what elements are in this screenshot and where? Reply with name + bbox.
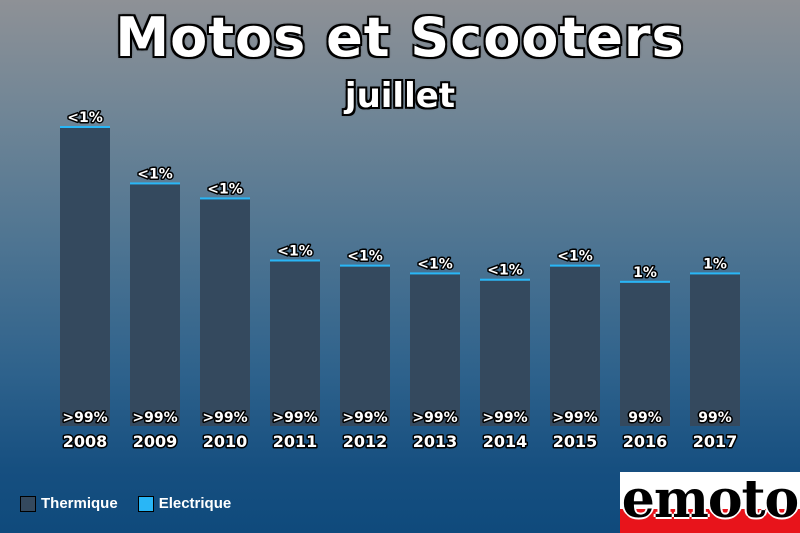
x-tick-2011: 2011 xyxy=(273,432,318,451)
label-electrique-2017: 1% xyxy=(703,256,727,272)
bar-electrique-2013 xyxy=(410,272,460,275)
bar-electrique-2017 xyxy=(690,272,740,275)
bar-electrique-2014 xyxy=(480,278,530,281)
label-thermique-2013: >99% xyxy=(412,410,457,426)
bar-thermique-2010 xyxy=(200,199,250,426)
label-thermique-2017: 99% xyxy=(698,410,732,426)
label-electrique-2015: <1% xyxy=(557,249,593,265)
logo-text: emoto xyxy=(621,472,800,530)
emoto-logo: emoto xyxy=(620,472,800,533)
bar-electrique-2012 xyxy=(340,264,390,267)
x-tick-2012: 2012 xyxy=(343,432,388,451)
x-tick-2015: 2015 xyxy=(553,432,598,451)
bar-chart: <1% >99% 2008 <1% >99% 2009 <1% >99% 2010 <1% >99%… xyxy=(60,109,740,453)
bar-thermique-2009 xyxy=(130,184,180,426)
bar-thermique-2008 xyxy=(60,128,110,426)
legend-label-electrique: Electrique xyxy=(158,495,232,512)
x-tick-2009: 2009 xyxy=(133,432,178,451)
label-thermique-2014: >99% xyxy=(482,410,527,426)
label-thermique-2011: >99% xyxy=(272,410,317,426)
label-thermique-2012: >99% xyxy=(342,410,387,426)
chart-subtitle: juillet xyxy=(344,76,456,116)
label-electrique-2012: <1% xyxy=(347,249,383,265)
label-thermique-2009: >99% xyxy=(132,410,177,426)
bar-thermique-2013 xyxy=(410,274,460,426)
legend-item-electrique: Electrique xyxy=(137,495,232,512)
legend: Thermique Electrique xyxy=(20,495,251,512)
label-electrique-2010: <1% xyxy=(207,181,243,197)
label-electrique-2009: <1% xyxy=(137,166,173,182)
label-electrique-2016: 1% xyxy=(633,265,657,281)
x-tick-2016: 2016 xyxy=(623,432,668,451)
bar-electrique-2010 xyxy=(200,197,250,200)
legend-swatch-thermique xyxy=(20,495,36,512)
chart-title: Motos et Scooters xyxy=(115,6,685,69)
label-thermique-2008: >99% xyxy=(62,410,107,426)
bar-electrique-2011 xyxy=(270,259,320,262)
label-electrique-2008: <1% xyxy=(67,110,103,126)
bar-electrique-2015 xyxy=(550,264,600,267)
bar-electrique-2009 xyxy=(130,182,180,185)
bar-thermique-2016 xyxy=(620,282,670,426)
label-electrique-2013: <1% xyxy=(417,256,453,272)
bar-thermique-2015 xyxy=(550,266,600,426)
x-tick-2017: 2017 xyxy=(693,432,738,451)
bar-thermique-2011 xyxy=(270,261,320,426)
label-electrique-2011: <1% xyxy=(277,244,313,260)
x-tick-2010: 2010 xyxy=(203,432,248,451)
label-thermique-2015: >99% xyxy=(552,410,597,426)
x-tick-2013: 2013 xyxy=(413,432,458,451)
logo-red-band xyxy=(620,509,800,533)
bar-thermique-2017 xyxy=(690,274,740,426)
legend-item-thermique: Thermique xyxy=(20,495,118,512)
legend-label-thermique: Thermique xyxy=(41,495,118,512)
x-tick-2008: 2008 xyxy=(63,432,108,451)
legend-swatch-electrique xyxy=(137,495,154,512)
label-electrique-2014: <1% xyxy=(487,263,523,279)
bar-thermique-2014 xyxy=(480,280,530,426)
x-tick-2014: 2014 xyxy=(483,432,528,451)
label-thermique-2016: 99% xyxy=(628,410,662,426)
bar-electrique-2008 xyxy=(60,126,110,128)
label-thermique-2010: >99% xyxy=(202,410,247,426)
bar-thermique-2012 xyxy=(340,266,390,426)
bar-electrique-2016 xyxy=(620,280,670,283)
